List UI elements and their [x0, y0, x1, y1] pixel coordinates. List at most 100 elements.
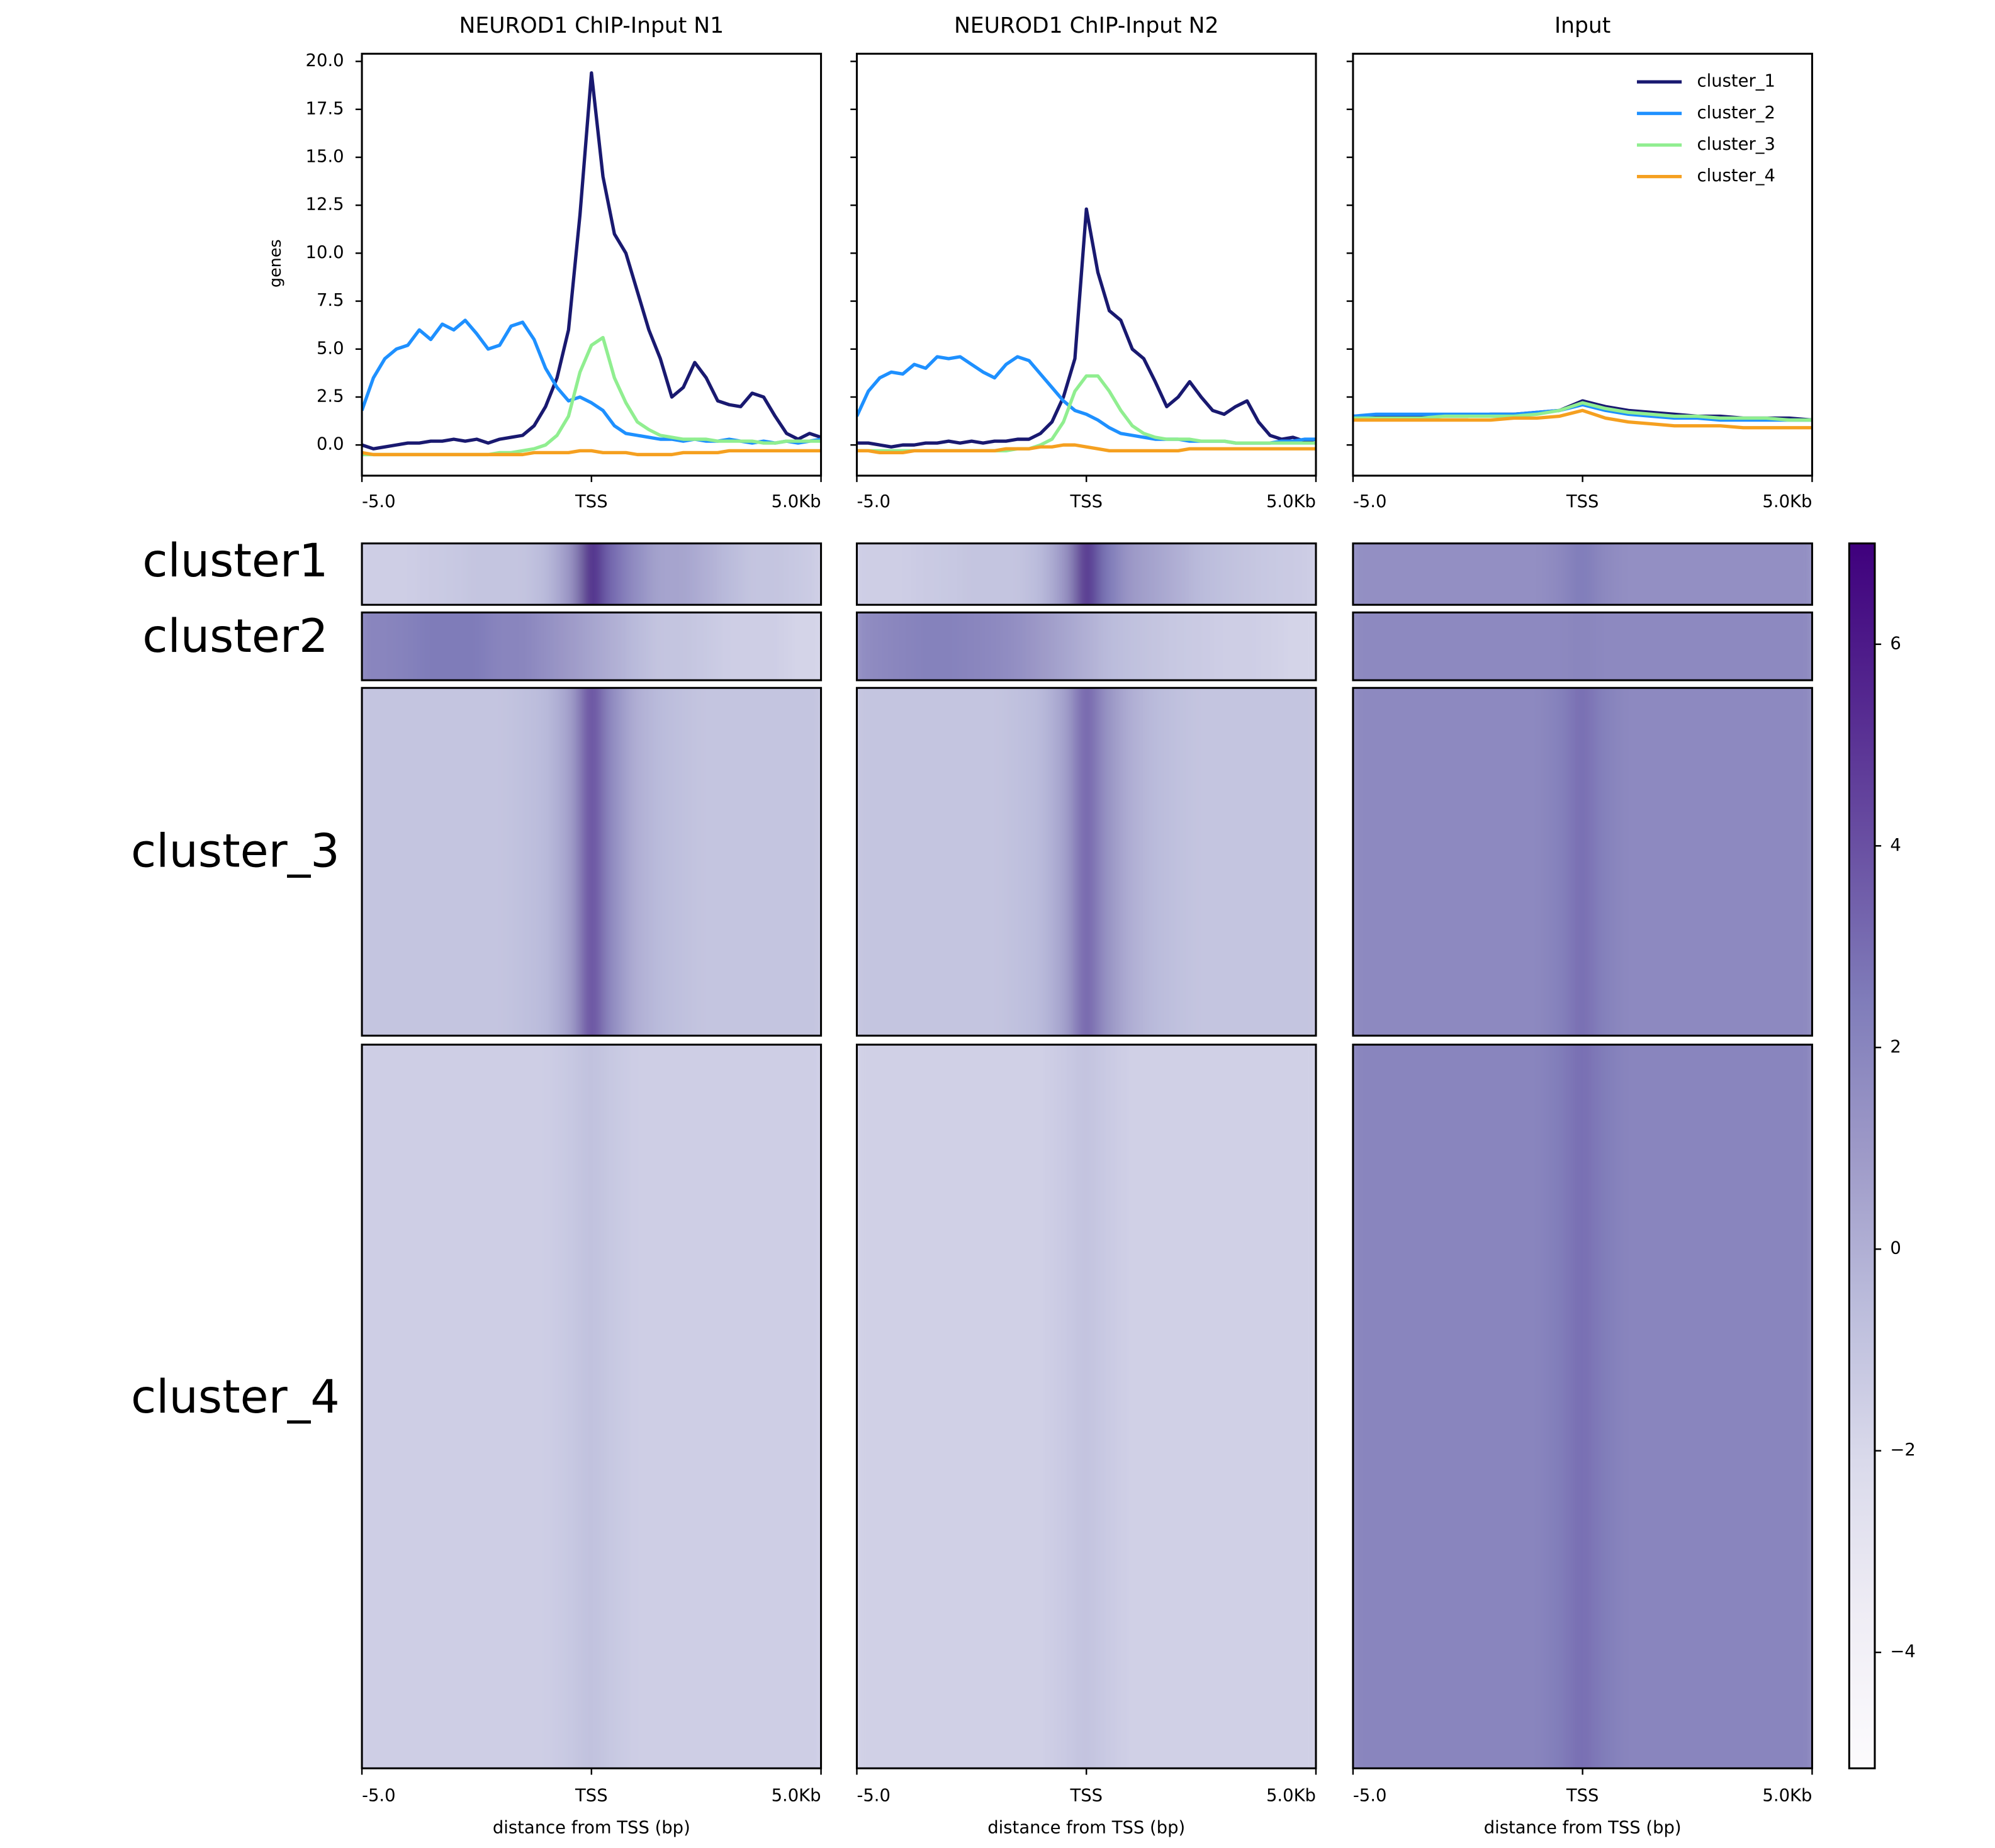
x-tick-label: -5.0 [1353, 492, 1387, 512]
row-label: cluster1 [142, 534, 328, 588]
heatmap-cell [1028, 543, 1053, 605]
heatmap-cell [579, 1044, 604, 1769]
heatmap-block [1352, 688, 1812, 1036]
heatmap-cell [1303, 612, 1316, 681]
axes-frame [361, 52, 823, 477]
heatmap-cell [419, 1044, 443, 1769]
heatmap-cell [1708, 688, 1733, 1036]
heatmap-cell [857, 543, 869, 605]
heatmap-cell [1593, 1044, 1618, 1769]
heatmap-cell [419, 612, 443, 681]
row-label: cluster_3 [131, 824, 340, 878]
heatmap-cell [1524, 1044, 1549, 1769]
y-axis-label: genes [266, 239, 284, 288]
x-tick-label: TSS [1069, 492, 1103, 512]
heatmap-cell [694, 543, 719, 605]
plot-area [1352, 399, 1812, 430]
heatmap-cell [785, 543, 811, 605]
heatmap-frame [1352, 686, 1813, 1037]
heatmap-cell [441, 688, 466, 1036]
x-tick-label: TSS [575, 492, 608, 512]
heatmap-cell [671, 1044, 695, 1769]
row-label: cluster_4 [131, 1370, 340, 1424]
heatmap-cell [1051, 688, 1076, 1036]
heatmap-cell [1281, 1044, 1305, 1769]
heatmap-cell [1731, 1044, 1756, 1769]
heatmap-cell [1211, 612, 1237, 681]
heatmap-cell [1432, 612, 1458, 681]
x-tick-label: 5.0Kb [1762, 492, 1812, 512]
line-series [362, 335, 821, 457]
x-tick-label: -5.0 [857, 1786, 891, 1806]
legend-label: cluster_4 [1697, 166, 1775, 186]
heatmap-cell [763, 1044, 787, 1769]
heatmap-cell [1143, 543, 1167, 605]
heatmap-cell [785, 688, 811, 1036]
heatmap-cell [1800, 543, 1812, 605]
heatmap-cell [913, 543, 938, 605]
heatmap-cell [867, 1044, 892, 1769]
heatmap-cell [1754, 612, 1779, 681]
heatmap-cell [1570, 1044, 1595, 1769]
legend-label: cluster_3 [1697, 135, 1775, 154]
heatmap-cell [891, 543, 915, 605]
heatmap-cell [1478, 612, 1503, 681]
heatmap-cell [487, 1044, 512, 1769]
heatmap-cell [464, 688, 489, 1036]
heatmap-cell [1189, 1044, 1213, 1769]
heatmap-cell [1754, 543, 1779, 605]
heatmap-cell [671, 688, 695, 1036]
heatmap-cell [982, 543, 1007, 605]
line-series [857, 207, 1316, 449]
heatmap-cell [1386, 1044, 1412, 1769]
heatmap-cells [1352, 688, 1812, 1036]
heatmap-cell [936, 612, 961, 681]
y-tick-label: 20.0 [306, 51, 344, 70]
heatmap-cell [1639, 1044, 1664, 1769]
x-tick-label: TSS [1566, 492, 1599, 512]
heatmap-cell [913, 688, 938, 1036]
heatmap-cell [1731, 688, 1756, 1036]
y-tick-label: 12.5 [306, 195, 344, 215]
heatmap-cell [1120, 1044, 1145, 1769]
heatmap-cell [1028, 1044, 1053, 1769]
heatmap-cell [763, 688, 787, 1036]
y-tick-label: 15.0 [306, 147, 344, 166]
colorbar-tick-label: 2 [1890, 1037, 1901, 1056]
x-tick-label: 5.0Kb [1762, 1786, 1812, 1806]
heatmap-cell [625, 688, 650, 1036]
heatmap-cell [648, 543, 673, 605]
heatmap-cell [913, 1044, 938, 1769]
heatmap-cell [510, 543, 535, 605]
heatmap-cell [1777, 1044, 1802, 1769]
heatmap-cell [1662, 612, 1687, 681]
heatmap-cell [1005, 1044, 1030, 1769]
heatmap-frame [361, 686, 823, 1037]
heatmap-cell [1616, 543, 1641, 605]
heatmap-cell [1662, 688, 1687, 1036]
heatmap-frame [361, 542, 823, 606]
colorbar [1848, 542, 1876, 1769]
axes-frame [855, 52, 1317, 477]
y-tick-label: 5.0 [317, 339, 344, 358]
heatmap-cell [533, 543, 558, 605]
heatmap-cell [373, 688, 397, 1036]
heatmap-cell [1456, 1044, 1480, 1769]
heatmap-cell [1352, 688, 1366, 1036]
heatmap-block [1352, 612, 1812, 681]
heatmap-cell [1257, 688, 1283, 1036]
line-series [1352, 408, 1812, 430]
heatmap-cell [1800, 612, 1812, 681]
heatmap-cell [464, 1044, 489, 1769]
heatmap-cell [1639, 612, 1664, 681]
heatmap-cell [1364, 688, 1388, 1036]
heatmap-cell [464, 612, 489, 681]
heatmap-cell [1777, 688, 1802, 1036]
heatmap-cell [959, 688, 984, 1036]
heatmap-cell [487, 612, 512, 681]
heatmap-cell [1616, 1044, 1641, 1769]
heatmap-cell [1005, 612, 1030, 681]
heatmap-cell [395, 543, 420, 605]
heatmap-cell [1639, 688, 1664, 1036]
